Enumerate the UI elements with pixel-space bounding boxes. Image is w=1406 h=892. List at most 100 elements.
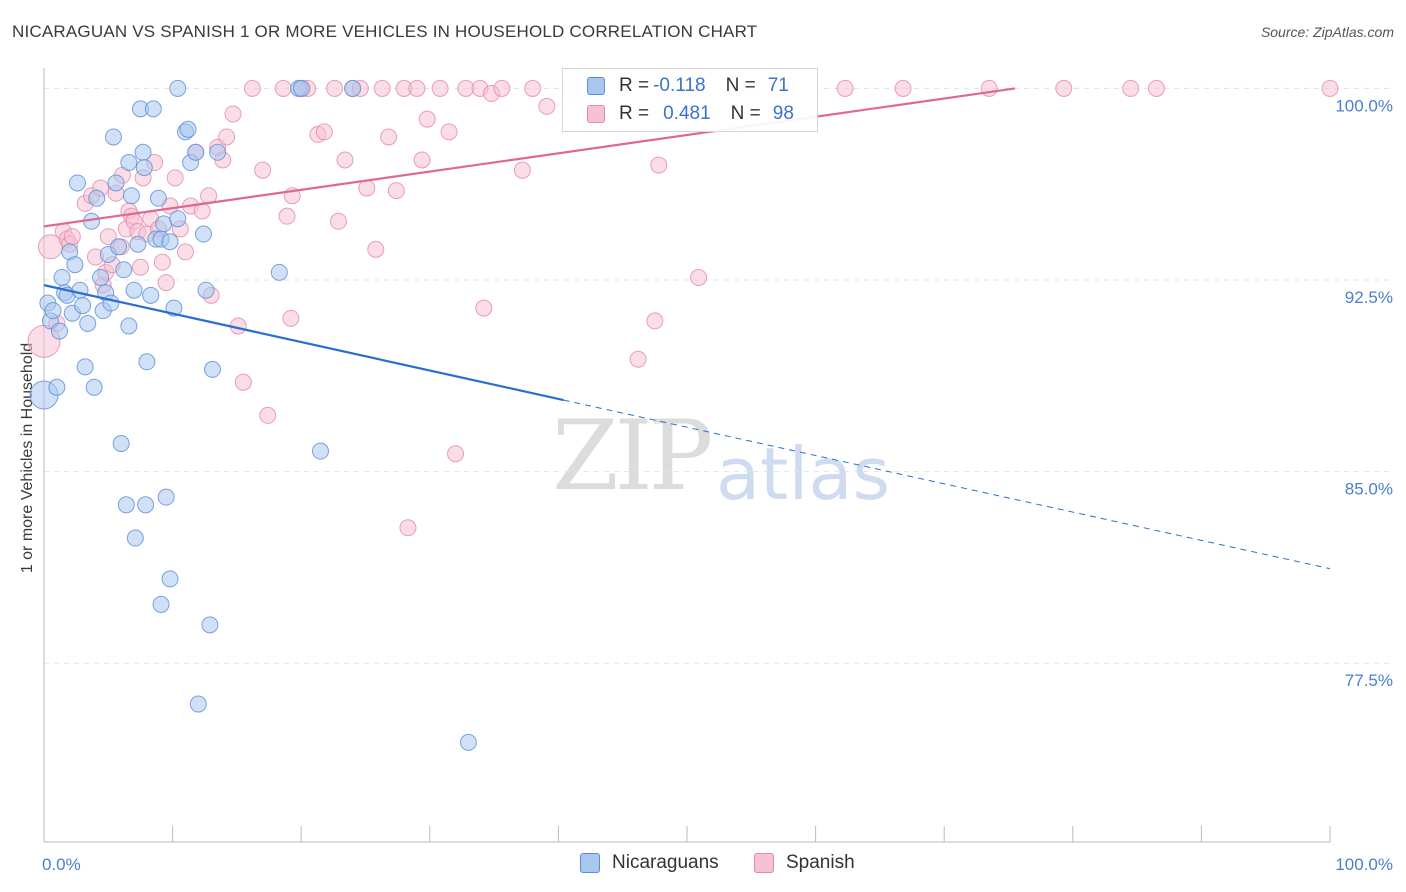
nicaraguan-point bbox=[112, 435, 130, 453]
spanish-point bbox=[234, 373, 252, 391]
spanish-point bbox=[413, 151, 431, 169]
nicaraguan-point bbox=[169, 79, 187, 97]
nicaraguan-point bbox=[120, 154, 138, 172]
spanish-point bbox=[1055, 79, 1073, 97]
legend-n-value: 98 bbox=[772, 103, 794, 124]
nicaraguan-point bbox=[107, 174, 125, 192]
series-legend-spanish[interactable]: Spanish bbox=[754, 852, 855, 874]
spanish-point bbox=[282, 309, 300, 327]
spanish-point bbox=[326, 79, 344, 97]
spanish-point bbox=[224, 105, 242, 123]
spanish-point bbox=[99, 228, 117, 246]
spanish-point bbox=[475, 299, 493, 317]
source-label: Source: ZipAtlas.com bbox=[1260, 24, 1394, 40]
legend-r-label: R = bbox=[619, 75, 650, 96]
spanish-point bbox=[690, 268, 708, 286]
spanish-point bbox=[358, 179, 376, 197]
legend-n-label: N = bbox=[725, 75, 756, 96]
legend-r-label: R = bbox=[619, 103, 650, 124]
spanish-point bbox=[336, 151, 354, 169]
nicaraguan-point bbox=[74, 297, 92, 315]
nicaraguan-point bbox=[129, 235, 147, 253]
spanish-point bbox=[157, 274, 175, 292]
nicaraguan-point bbox=[88, 189, 106, 207]
nicaraguan-point bbox=[85, 378, 103, 396]
nicaraguan-point bbox=[189, 695, 207, 713]
legend-n-value: 71 bbox=[767, 75, 789, 96]
spanish-point bbox=[894, 79, 912, 97]
nicaraguan-point bbox=[125, 281, 143, 299]
nicaraguan-point bbox=[115, 261, 133, 279]
spanish-point bbox=[629, 350, 647, 368]
x-tick-label: 100.0% bbox=[1335, 855, 1393, 874]
nicaraguan-point bbox=[68, 174, 86, 192]
nicaraguan-point bbox=[76, 358, 94, 376]
nicaraguan-point bbox=[71, 281, 89, 299]
nicaraguan-point bbox=[138, 353, 156, 371]
nicaraguan-point bbox=[144, 100, 162, 118]
spanish-point bbox=[408, 79, 426, 97]
nicaraguan-point bbox=[122, 187, 140, 205]
spanish-point bbox=[980, 79, 998, 97]
spanish-point bbox=[836, 79, 854, 97]
nicaraguan-point bbox=[161, 233, 179, 251]
nicaraguan-point bbox=[152, 595, 170, 613]
spanish-point bbox=[538, 97, 556, 115]
nicaraguan-trend-extension bbox=[563, 399, 1331, 570]
nicaraguan-point bbox=[161, 570, 179, 588]
spanish-point bbox=[447, 445, 465, 463]
nicaraguan-trend-line bbox=[43, 284, 564, 402]
spanish-point bbox=[315, 123, 333, 141]
nicaraguan-point bbox=[187, 143, 205, 161]
nicaraguan-point bbox=[270, 263, 288, 281]
spanish-point bbox=[1321, 79, 1339, 97]
nicaraguan-point bbox=[149, 189, 167, 207]
spanish-point bbox=[457, 79, 475, 97]
spanish-point bbox=[373, 79, 391, 97]
legend-row-nicaraguans: R = -0.118 N = 71 bbox=[587, 74, 789, 98]
spanish-point bbox=[387, 182, 405, 200]
spanish-point bbox=[329, 212, 347, 230]
series-legend: Nicaraguans Spanish bbox=[0, 852, 1406, 878]
nicaraguan-point bbox=[197, 281, 215, 299]
nicaraguan-point bbox=[203, 360, 221, 378]
series-legend-nicaraguans[interactable]: Nicaraguans bbox=[580, 852, 719, 874]
nicaraguan-point bbox=[194, 225, 212, 243]
spanish-point bbox=[254, 161, 272, 179]
spanish-point bbox=[399, 519, 417, 537]
spanish-point bbox=[418, 110, 436, 128]
x-tick-label: 0.0% bbox=[42, 855, 81, 874]
spanish-point bbox=[524, 79, 542, 97]
series-swatch-spanish bbox=[754, 853, 774, 873]
nicaraguan-point bbox=[120, 317, 138, 335]
y-tick-label: 85.0% bbox=[1345, 480, 1393, 499]
nicaraguan-point bbox=[104, 128, 122, 146]
spanish-point bbox=[493, 79, 511, 97]
spanish-point bbox=[218, 128, 236, 146]
legend-swatch-nicaraguans bbox=[587, 77, 605, 95]
spanish-point bbox=[176, 243, 194, 261]
series-legend-label: Nicaraguans bbox=[612, 852, 719, 873]
nicaraguan-point bbox=[157, 488, 175, 506]
nicaraguan-point bbox=[201, 616, 219, 634]
spanish-point bbox=[380, 128, 398, 146]
nicaraguan-point bbox=[344, 79, 362, 97]
nicaraguan-point bbox=[66, 256, 84, 274]
spanish-point bbox=[153, 253, 171, 271]
spanish-point bbox=[63, 228, 81, 246]
nicaraguan-point bbox=[155, 215, 173, 233]
spanish-point bbox=[646, 312, 664, 330]
nicaraguan-point bbox=[292, 79, 310, 97]
legend-r-value: -0.118 bbox=[653, 75, 706, 96]
nicaraguan-point bbox=[48, 378, 66, 396]
series-swatch-nicaraguans bbox=[580, 853, 600, 873]
nicaraguan-point bbox=[459, 733, 477, 751]
nicaraguan-point bbox=[50, 322, 68, 340]
nicaraguan-point bbox=[110, 238, 128, 256]
nicaraguan-point bbox=[44, 302, 62, 320]
series-legend-label: Spanish bbox=[786, 852, 855, 873]
y-tick-label: 77.5% bbox=[1345, 671, 1393, 690]
spanish-point bbox=[367, 240, 385, 258]
nicaraguan-point bbox=[134, 143, 152, 161]
